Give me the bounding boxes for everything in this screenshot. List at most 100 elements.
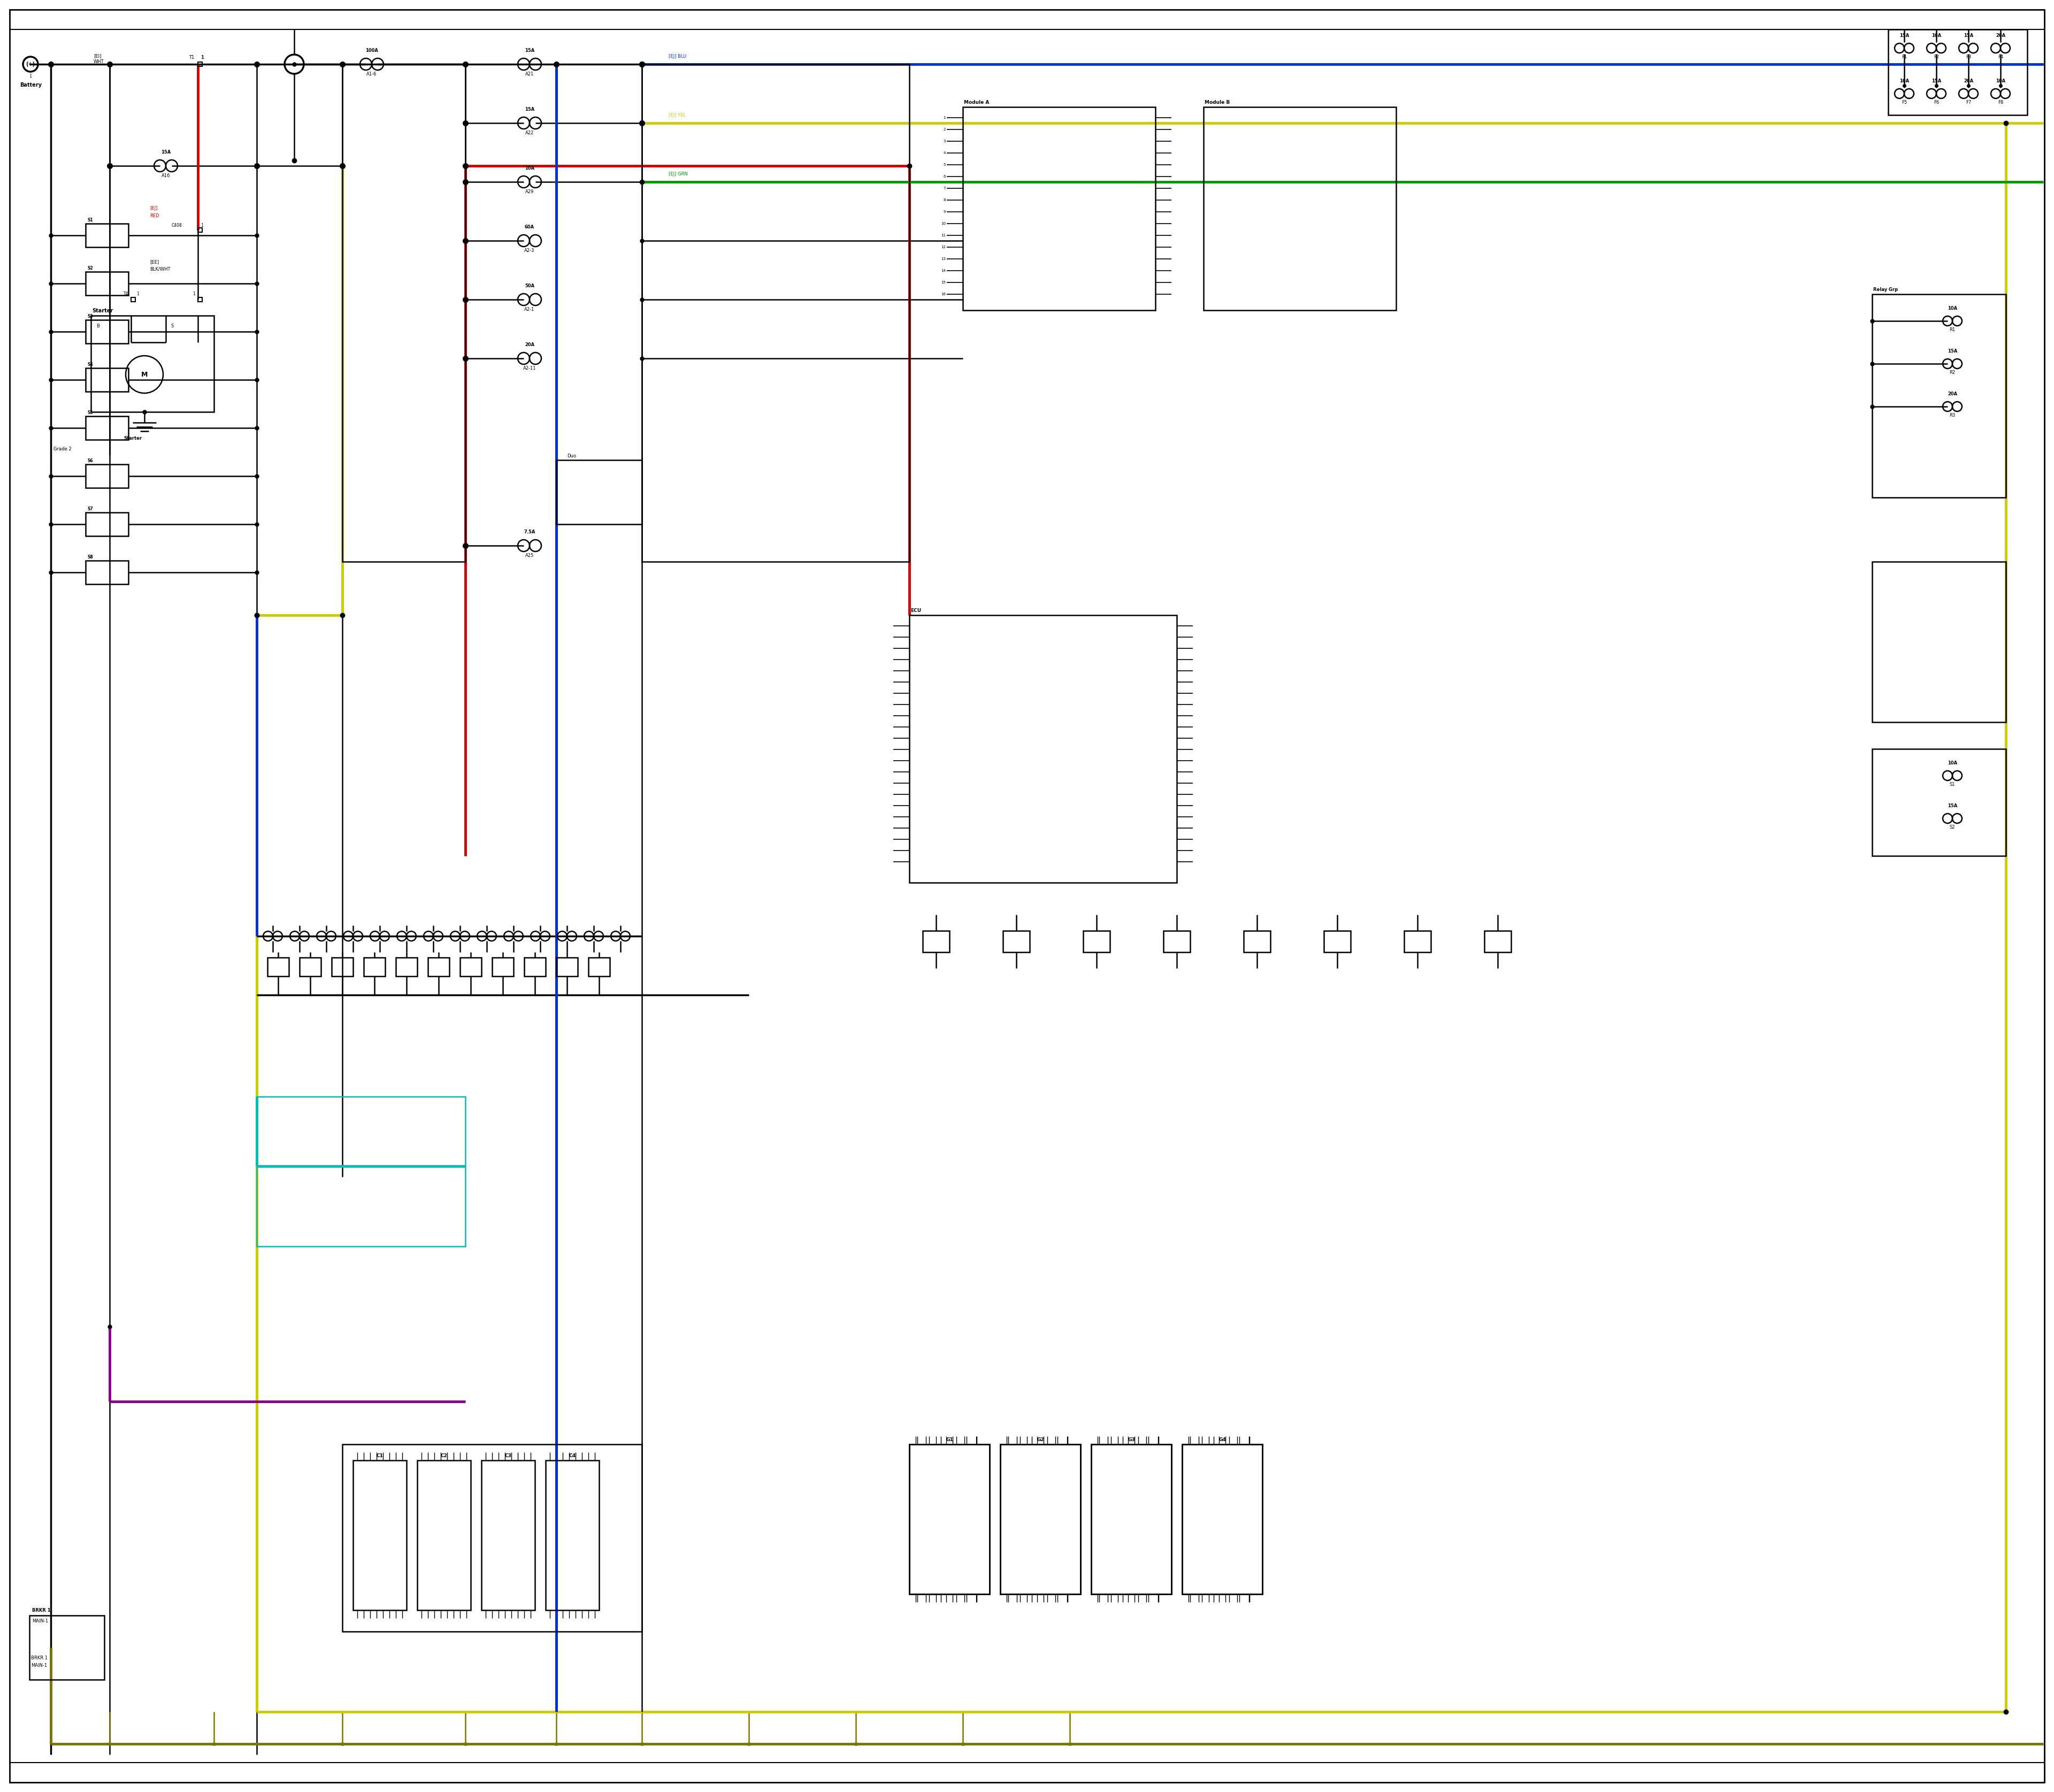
Bar xyxy=(364,957,386,977)
Text: C3: C3 xyxy=(505,1453,511,1459)
Text: A21: A21 xyxy=(526,72,534,77)
Bar xyxy=(481,1460,534,1611)
Text: 4: 4 xyxy=(943,151,945,154)
Text: 10A: 10A xyxy=(524,167,534,170)
Text: Battery: Battery xyxy=(21,82,41,88)
Bar xyxy=(1002,930,1029,952)
Text: A2-3: A2-3 xyxy=(524,249,534,253)
Bar xyxy=(1888,29,2027,115)
Text: C408: C408 xyxy=(170,224,183,228)
Text: F5: F5 xyxy=(1902,100,1906,106)
Text: G1: G1 xyxy=(945,1437,953,1443)
Text: A1-6: A1-6 xyxy=(366,72,378,77)
Text: 1: 1 xyxy=(201,56,203,61)
Text: F7: F7 xyxy=(1966,100,1972,106)
Bar xyxy=(963,108,1154,310)
Bar xyxy=(910,1444,990,1595)
Text: RED: RED xyxy=(150,213,160,219)
Bar xyxy=(557,957,577,977)
Text: 15A: 15A xyxy=(1964,34,1974,38)
Bar xyxy=(546,1460,600,1611)
Bar xyxy=(86,321,127,344)
Bar xyxy=(1204,108,1397,310)
Bar xyxy=(557,461,641,525)
Text: F2: F2 xyxy=(1933,54,1939,59)
Bar xyxy=(427,957,450,977)
Bar xyxy=(86,367,127,392)
Bar xyxy=(86,416,127,439)
Bar xyxy=(417,1460,470,1611)
Bar xyxy=(460,957,481,977)
Text: 1: 1 xyxy=(29,73,33,79)
Text: 15: 15 xyxy=(941,281,945,285)
Bar xyxy=(86,224,127,247)
Text: G3: G3 xyxy=(1128,1437,1136,1443)
Text: 7.5A: 7.5A xyxy=(524,530,536,534)
Text: R3: R3 xyxy=(1949,412,1955,418)
Text: 10A: 10A xyxy=(1931,34,1941,38)
Bar xyxy=(353,1460,407,1611)
Text: BLK/WHT: BLK/WHT xyxy=(150,267,170,271)
Text: 15A: 15A xyxy=(1900,34,1908,38)
Text: 20A: 20A xyxy=(1947,392,1957,396)
Bar xyxy=(1000,1444,1080,1595)
Bar xyxy=(86,272,127,296)
Text: S5: S5 xyxy=(86,410,92,416)
Text: 1: 1 xyxy=(201,56,203,61)
Text: A29: A29 xyxy=(526,190,534,194)
Text: [EE]: [EE] xyxy=(150,260,158,265)
Text: 13: 13 xyxy=(941,258,945,260)
Text: WHT: WHT xyxy=(94,59,105,65)
Text: 10A: 10A xyxy=(1900,79,1908,84)
Text: T4: T4 xyxy=(123,292,127,297)
Bar xyxy=(90,315,214,412)
Text: A22: A22 xyxy=(526,131,534,136)
Text: Module A: Module A xyxy=(963,100,990,106)
Text: 15A: 15A xyxy=(1947,349,1957,353)
Text: 15A: 15A xyxy=(160,151,170,154)
Bar xyxy=(197,297,201,301)
Text: 1: 1 xyxy=(136,292,140,297)
Text: 50A: 50A xyxy=(524,283,534,289)
Text: [EJ] BLU: [EJ] BLU xyxy=(670,54,686,59)
Text: S8: S8 xyxy=(86,556,92,559)
Text: 7: 7 xyxy=(943,186,945,190)
Text: 10A: 10A xyxy=(1947,760,1957,765)
Text: 20A: 20A xyxy=(524,342,534,348)
Text: MAIN-1: MAIN-1 xyxy=(31,1663,47,1668)
Bar xyxy=(1485,930,1512,952)
Text: S4: S4 xyxy=(86,362,92,367)
Bar xyxy=(197,63,201,66)
Bar xyxy=(1871,749,2007,857)
Bar xyxy=(1871,561,2007,722)
Bar xyxy=(1082,930,1109,952)
Text: 8: 8 xyxy=(943,199,945,202)
Text: Grade 2: Grade 2 xyxy=(53,446,72,452)
Text: 16: 16 xyxy=(941,292,945,296)
Bar xyxy=(1091,1444,1171,1595)
Bar xyxy=(331,957,353,977)
Bar xyxy=(343,1444,641,1631)
Text: Starter: Starter xyxy=(123,435,142,441)
Bar xyxy=(1091,1444,1171,1595)
Bar xyxy=(86,513,127,536)
Text: Module B: Module B xyxy=(1204,100,1230,106)
Bar xyxy=(1163,930,1189,952)
Text: C4: C4 xyxy=(569,1453,575,1459)
Bar xyxy=(922,930,949,952)
Text: 1: 1 xyxy=(201,224,203,228)
Text: R1: R1 xyxy=(1949,328,1955,332)
Text: 1: 1 xyxy=(943,116,945,120)
Text: F4: F4 xyxy=(1999,54,2003,59)
Text: G2: G2 xyxy=(1037,1437,1043,1443)
Text: S2: S2 xyxy=(1949,824,1955,830)
Text: S6: S6 xyxy=(86,459,92,464)
Text: A25: A25 xyxy=(526,554,534,557)
Text: M: M xyxy=(142,371,148,378)
Text: 9: 9 xyxy=(943,210,945,213)
Text: 10: 10 xyxy=(941,222,945,226)
Text: 12: 12 xyxy=(941,246,945,249)
Text: [EJ] YEL: [EJ] YEL xyxy=(670,113,686,118)
Text: B: B xyxy=(97,324,99,328)
Text: S1: S1 xyxy=(1949,781,1955,787)
